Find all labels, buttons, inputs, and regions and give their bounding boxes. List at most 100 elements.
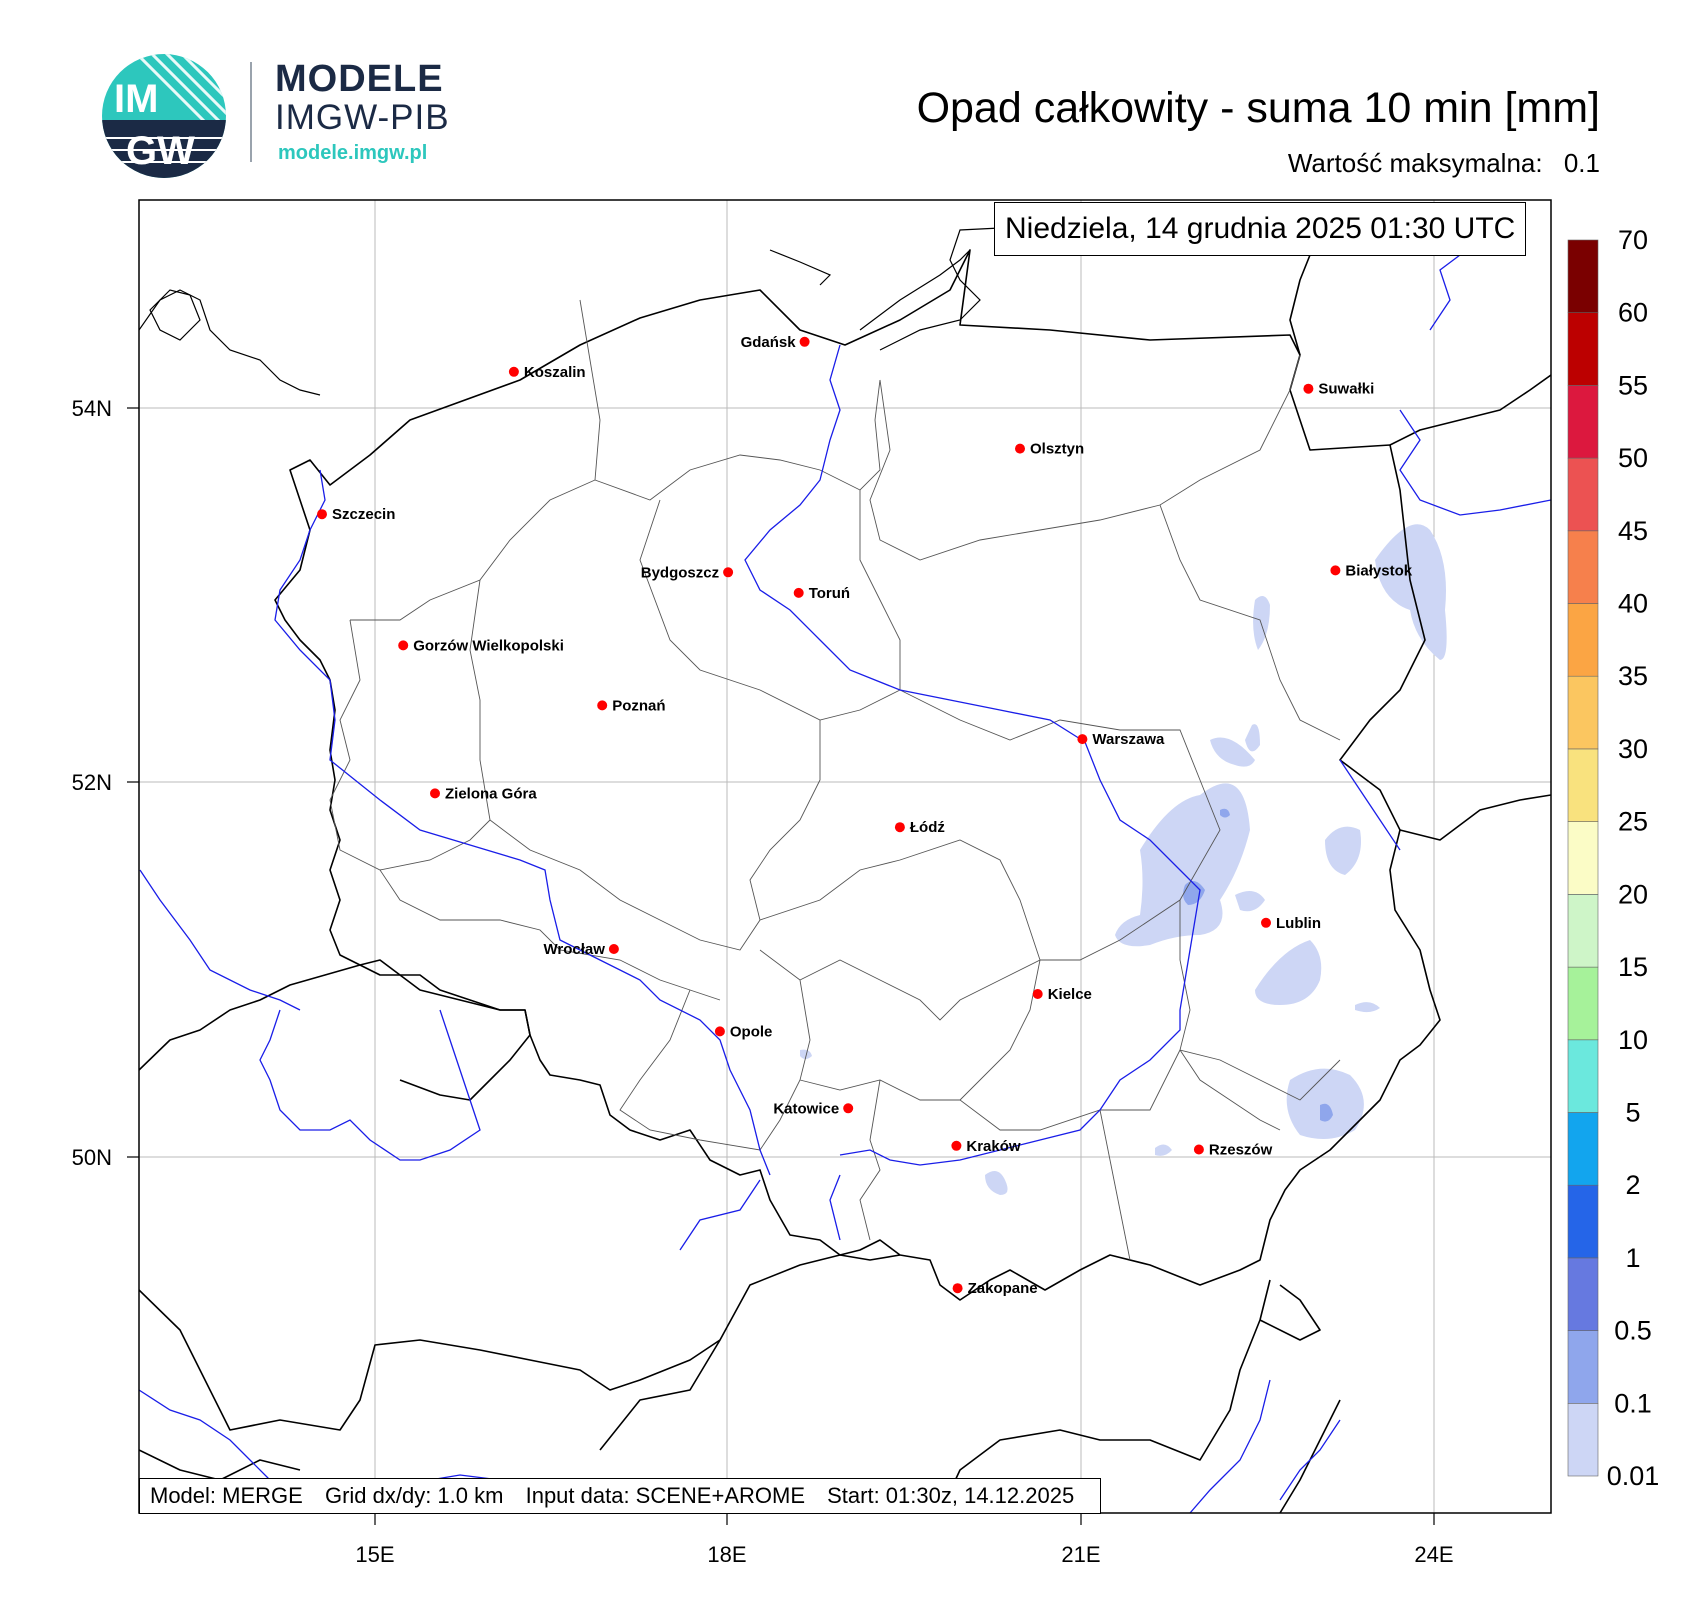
admin-lubelskie: [1179, 900, 1341, 1101]
admin-malopolskie: [1099, 1109, 1131, 1261]
city-marker: [894, 822, 905, 833]
colorbar-label: 1: [1625, 1243, 1640, 1273]
colorbar-swatch: [1567, 1112, 1599, 1186]
grid-info: Grid dx/dy: 1.0 km: [324, 1483, 504, 1508]
city-label: Łódź: [910, 819, 945, 836]
city-label: Koszalin: [524, 364, 586, 381]
city-marker: [952, 1283, 963, 1294]
precipitation-fields: [800, 524, 1447, 1195]
city-label: Białystok: [1345, 562, 1412, 579]
max-value: 0.1: [1563, 148, 1600, 178]
river-oder: [274, 469, 771, 1176]
precip-area-lublin-east: [1235, 891, 1265, 912]
voivodeship-boundaries: [329, 299, 1341, 1261]
coastline: [139, 227, 1001, 396]
city-marker: [799, 336, 810, 347]
city-label: Szczecin: [332, 506, 395, 523]
border-czech-south: [139, 1254, 901, 1431]
colorbar-label: 0.5: [1614, 1316, 1652, 1346]
colorbar-swatch: [1567, 675, 1599, 750]
model-info-box: Model: MERGE Grid dx/dy: 1.0 km Input da…: [139, 1478, 1102, 1514]
city-marker: [951, 1140, 962, 1151]
admin-dolnoslaskie: [379, 869, 721, 1001]
lat-label-54: 54N: [72, 396, 112, 421]
colorbar-swatch: [1567, 1330, 1599, 1404]
max-value-label: Wartość maksymalna:: [1287, 148, 1543, 178]
city-label: Poznań: [612, 697, 665, 714]
colorbar-label: 70: [1618, 225, 1648, 255]
city-marker: [597, 700, 608, 711]
precip-area-lublin-north: [1325, 826, 1361, 875]
city-label: Wrocław: [543, 941, 605, 958]
city-marker: [843, 1103, 854, 1114]
colorbar-swatch: [1567, 312, 1599, 386]
colorbar-label: 5: [1625, 1098, 1640, 1128]
city-marker: [1303, 383, 1314, 394]
city-marker: [723, 567, 734, 578]
city-marker: [1032, 989, 1043, 999]
city-marker: [317, 509, 327, 520]
river-warta-czech: [139, 869, 481, 1161]
city-marker: [1077, 734, 1088, 745]
colorbar-label: 45: [1618, 516, 1648, 546]
colorbar-label: 55: [1618, 370, 1648, 400]
colorbar-label: 35: [1618, 661, 1648, 691]
city-label: Lublin: [1276, 915, 1321, 932]
border-east-edge: [1289, 254, 1311, 356]
colorbar-label: 2: [1625, 1170, 1640, 1200]
country-borders: [139, 249, 1551, 1513]
brand-subtitle: IMGW-PIB: [275, 98, 450, 137]
city-marker: [608, 944, 619, 954]
city-marker: [714, 1026, 725, 1037]
axis-labels: 54N 52N 50N 15E 18E 21E 24E: [72, 396, 1454, 1567]
colorbar-swatch: [1567, 1184, 1599, 1259]
imgw-logo: IM GW MODELE IMGW-PIB modele.imgw.pl: [100, 52, 540, 182]
river-east-2: [1399, 409, 1551, 516]
river-morava: [679, 1174, 841, 1251]
brand-url[interactable]: modele.imgw.pl: [278, 142, 428, 164]
border-ukraine-belarus: [1399, 794, 1551, 841]
precip-area-krakow-south: [985, 1171, 1008, 1195]
colorbar-swatch: [1567, 1403, 1599, 1477]
admin-podlaskie: [1159, 504, 1341, 741]
admin-pomorskie-kujawskie: [594, 379, 881, 501]
city-marker: [1261, 917, 1271, 928]
border-austria-hungary: [139, 1449, 301, 1481]
city-marker: [793, 587, 804, 598]
imgw-logo-icon: IM GW: [102, 54, 226, 178]
colorbar-label: 20: [1618, 879, 1648, 909]
coast-vistula-lagoon: [879, 227, 1001, 351]
precip-area-east-2: [1245, 724, 1260, 752]
admin-mazowieckie: [899, 689, 1221, 961]
city-label: Kraków: [966, 1138, 1021, 1155]
river-vistula: [744, 344, 1201, 1166]
precip-core-east: [1320, 1103, 1333, 1122]
colorbar-swatch: [1567, 966, 1599, 1041]
admin-warminsko: [869, 354, 1301, 561]
colorbar-swatch: [1567, 821, 1599, 895]
border-lithuania-latvia: [1279, 1399, 1341, 1513]
city-marker: [1330, 565, 1341, 576]
city-label: Gorzów Wielkopolski: [413, 637, 564, 654]
admin-zachodniopomorskie-pomorskie: [350, 299, 601, 621]
graticule: [139, 200, 1551, 1513]
logo-text-top: IM: [114, 77, 158, 121]
colorbar-swatch: [1567, 1257, 1599, 1331]
admin-wielkopolskie: [469, 579, 821, 951]
valid-time-box: Niedziela, 14 grudnia 2025 01:30 UTC: [994, 202, 1527, 256]
brand-name: MODELE: [275, 58, 444, 100]
city-label: Kielce: [1048, 986, 1092, 1003]
rivers: [139, 254, 1551, 1513]
colorbar-label: 15: [1618, 952, 1648, 982]
city-label: Opole: [730, 1023, 773, 1040]
admin-opolskie: [619, 949, 811, 1151]
city-label: Suwałki: [1318, 381, 1374, 398]
cities-layer: Gdańsk Koszalin Suwałki Olsztyn Szczecin Biał…: [317, 334, 1413, 1297]
precip-area-bialystok: [1375, 524, 1447, 660]
coast-hel: [769, 249, 971, 331]
city-label: Katowice: [773, 1100, 839, 1117]
precip-area-east-1: [1253, 596, 1270, 650]
colorbar-swatch: [1567, 603, 1599, 677]
colorbar-swatch: [1567, 748, 1599, 822]
